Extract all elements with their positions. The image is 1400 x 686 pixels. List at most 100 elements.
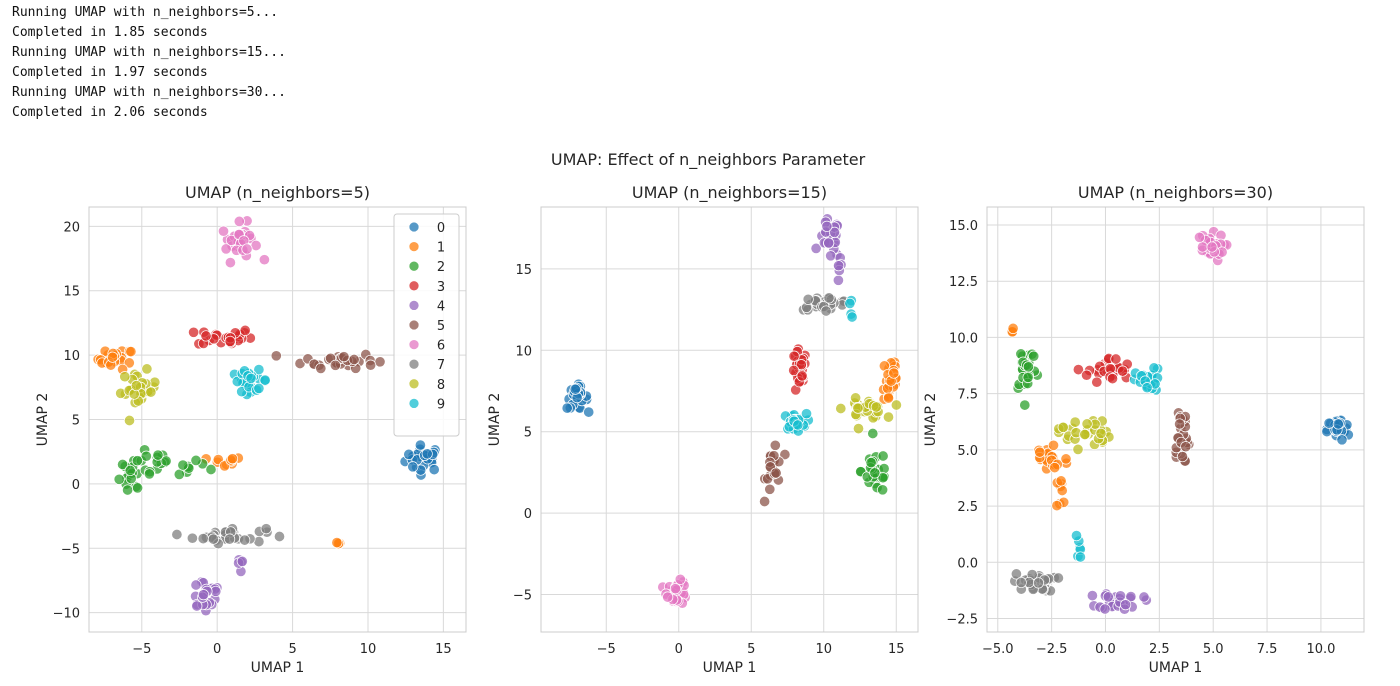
data-point (253, 382, 265, 394)
x-tick-label: 10 (815, 642, 832, 657)
y-tick-label: 0 (524, 507, 532, 522)
x-tick-label: 15 (888, 642, 905, 657)
data-point (821, 220, 833, 232)
data-point (878, 463, 890, 475)
data-point (877, 450, 889, 462)
data-point (1332, 418, 1344, 430)
y-tick-label: 15.0 (949, 219, 978, 234)
data-point (833, 260, 845, 272)
data-point (1180, 441, 1192, 453)
axes-frame (540, 206, 919, 633)
legend-marker (408, 378, 420, 390)
data-point (1070, 530, 1083, 542)
data-point (140, 450, 152, 462)
data-point (152, 449, 164, 461)
log-line: Running UMAP with n_neighbors=15... (12, 45, 286, 60)
data-point (1110, 353, 1122, 365)
data-point (1193, 231, 1206, 243)
data-point (259, 374, 271, 386)
data-point (867, 427, 879, 440)
x-tick-label: −2.5 (1036, 642, 1068, 657)
y-tick-label: −2.5 (946, 613, 978, 628)
x-tick-label: 0 (675, 642, 683, 657)
data-point (224, 533, 236, 545)
y-axis-label: UMAP 2 (35, 393, 51, 447)
data-point (779, 448, 791, 461)
data-point (207, 533, 219, 545)
log-line: Running UMAP with n_neighbors=5... (12, 5, 279, 20)
data-point (1174, 418, 1186, 430)
data-point (792, 419, 804, 431)
data-point (1079, 428, 1091, 441)
data-point (177, 459, 189, 471)
data-point (877, 484, 889, 496)
data-point (1176, 451, 1189, 463)
data-point (236, 555, 248, 567)
legend-label: 5 (437, 319, 445, 334)
x-tick-label: 7.5 (1257, 642, 1278, 657)
data-point (338, 351, 350, 363)
data-point (1051, 500, 1063, 512)
log-line: Completed in 1.97 seconds (12, 65, 208, 80)
data-point (253, 364, 265, 376)
data-point (1074, 551, 1086, 563)
data-point (1114, 590, 1127, 602)
data-point (117, 458, 129, 471)
log-line: Completed in 1.85 seconds (12, 25, 208, 40)
data-point (421, 448, 433, 460)
data-point (759, 495, 771, 508)
y-axis-label: UMAP 2 (487, 393, 503, 447)
data-point (1055, 475, 1067, 487)
data-point (132, 482, 144, 494)
scatter-points (1006, 226, 1354, 615)
log-line: Running UMAP with n_neighbors=30... (12, 85, 286, 100)
data-point (260, 523, 272, 535)
data-point (823, 292, 835, 304)
data-point (258, 254, 270, 266)
legend-marker (408, 358, 420, 370)
data-point (1072, 364, 1084, 376)
data-point (764, 483, 776, 495)
data-point (145, 386, 157, 398)
data-point (113, 473, 125, 485)
data-point (788, 350, 800, 362)
data-point (186, 532, 198, 544)
data-point (160, 455, 172, 467)
figure-title: UMAP: Effect of n_neighbors Parameter (551, 150, 866, 170)
data-point (143, 468, 155, 480)
x-tick-label: 0 (213, 642, 221, 657)
data-point (107, 351, 119, 363)
data-point (414, 439, 426, 451)
subplot-title: UMAP (n_neighbors=30) (1078, 183, 1273, 203)
x-axis-label: UMAP 1 (1149, 660, 1203, 676)
data-point (197, 589, 210, 601)
data-point (1052, 572, 1064, 584)
x-tick-label: 10 (360, 642, 377, 657)
axes-frame (986, 206, 1365, 633)
data-point (1010, 568, 1022, 580)
data-point (1022, 361, 1034, 373)
legend-label: 3 (437, 280, 445, 295)
data-point (795, 359, 807, 371)
y-tick-label: 2.5 (957, 500, 978, 515)
data-point (1057, 421, 1069, 433)
x-axis-label: UMAP 1 (703, 660, 757, 676)
x-tick-label: 2.5 (1149, 642, 1170, 657)
data-point (407, 461, 419, 473)
data-point (190, 454, 202, 466)
data-point (802, 293, 814, 305)
data-point (1015, 576, 1027, 589)
data-point (239, 534, 251, 546)
data-point (270, 350, 282, 362)
y-tick-label: 0.0 (957, 556, 978, 571)
data-point (348, 353, 360, 366)
data-point (1206, 241, 1218, 253)
data-point (770, 467, 782, 479)
data-point (233, 215, 245, 227)
data-point (1022, 371, 1034, 383)
log-line: Completed in 2.06 seconds (12, 105, 208, 120)
data-point (1034, 446, 1046, 458)
data-point (123, 414, 136, 427)
legend: 0 1 2 3 4 5 6 7 8 9 (393, 213, 460, 437)
